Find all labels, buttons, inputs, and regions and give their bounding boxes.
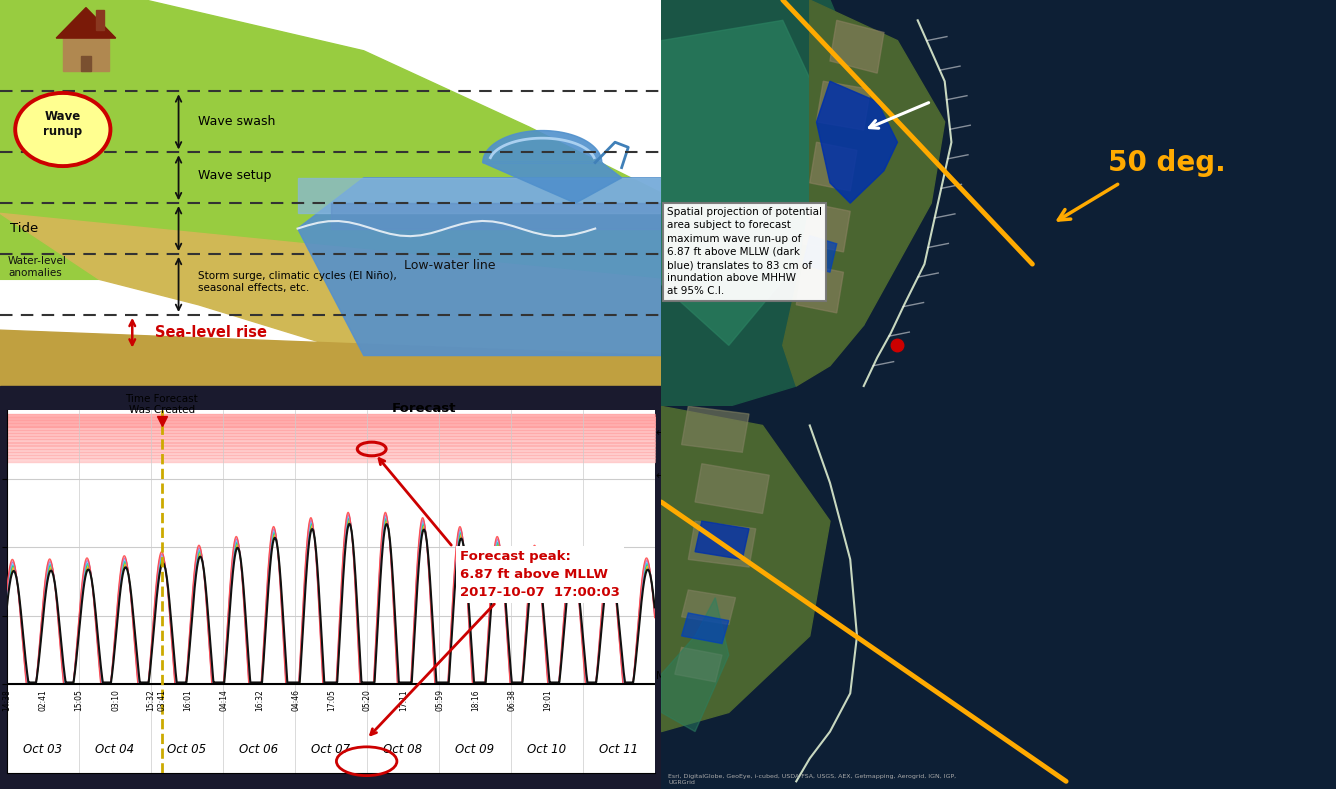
Text: 03:10: 03:10 [112, 690, 120, 711]
Polygon shape [661, 598, 729, 731]
Polygon shape [661, 406, 830, 731]
Polygon shape [482, 130, 621, 204]
Text: Low-water line: Low-water line [403, 259, 496, 272]
Polygon shape [830, 21, 884, 73]
Polygon shape [695, 464, 770, 514]
Text: Time Forecast
Was Created: Time Forecast Was Created [126, 394, 198, 416]
Text: 05:20: 05:20 [362, 690, 371, 711]
Polygon shape [80, 56, 91, 71]
Text: 15:05: 15:05 [75, 690, 83, 711]
Text: 16:01: 16:01 [183, 690, 192, 711]
Polygon shape [783, 0, 945, 386]
Polygon shape [661, 21, 830, 346]
Polygon shape [298, 178, 661, 356]
Text: 19:01: 19:01 [544, 690, 553, 711]
Text: Oct 06: Oct 06 [239, 742, 278, 756]
Circle shape [15, 93, 111, 166]
Text: 03:41: 03:41 [158, 690, 166, 711]
Text: 05:59: 05:59 [436, 690, 445, 712]
Text: Oct 11: Oct 11 [599, 742, 639, 756]
Text: Oct 05: Oct 05 [167, 742, 206, 756]
Text: Forecast peak:
6.87 ft above MLLW
2017-10-07  17:00:03: Forecast peak: 6.87 ft above MLLW 2017-1… [460, 550, 620, 599]
Text: Oct 08: Oct 08 [383, 742, 422, 756]
Text: Wave setup: Wave setup [199, 169, 271, 181]
Text: 17:11: 17:11 [399, 690, 409, 711]
Text: Water-level
anomalies: Water-level anomalies [8, 256, 67, 278]
Text: (Source: USGS): (Source: USGS) [7, 388, 92, 398]
Text: Forecast: Forecast [391, 402, 457, 416]
Polygon shape [675, 648, 721, 682]
Polygon shape [331, 204, 661, 229]
Text: 06:38: 06:38 [508, 690, 517, 711]
Polygon shape [56, 8, 116, 38]
Text: 16:32: 16:32 [255, 690, 265, 711]
Polygon shape [681, 406, 749, 452]
Text: Storm surge, climatic cycles (El Niño),
seasonal effects, etc.: Storm surge, climatic cycles (El Niño), … [199, 271, 397, 293]
Text: Oct 07: Oct 07 [311, 742, 350, 756]
Text: Sea-level rise: Sea-level rise [155, 325, 267, 340]
Polygon shape [688, 522, 756, 567]
Text: Oct 03: Oct 03 [23, 742, 63, 756]
Polygon shape [796, 264, 843, 313]
Text: 50 deg.: 50 deg. [1109, 148, 1226, 177]
Text: 14:38: 14:38 [3, 690, 11, 711]
Polygon shape [63, 38, 110, 71]
Text: Esri, DigitalGlobe, GeoEye, i-cubed, USDA FSA, USGS, AEX, Getmapping, Aerogrid, : Esri, DigitalGlobe, GeoEye, i-cubed, USD… [668, 774, 957, 785]
Polygon shape [96, 10, 104, 31]
Text: 15:32: 15:32 [146, 690, 155, 711]
Polygon shape [803, 236, 836, 272]
Polygon shape [661, 0, 1336, 406]
Polygon shape [0, 213, 661, 356]
Text: Wave
runup: Wave runup [43, 110, 83, 138]
Text: Wave swash: Wave swash [199, 115, 275, 129]
Text: 04:46: 04:46 [291, 690, 301, 712]
Polygon shape [0, 0, 661, 279]
Polygon shape [0, 330, 661, 406]
Polygon shape [810, 142, 856, 191]
Text: ← (b): ← (b) [656, 428, 685, 438]
Text: Oct 04: Oct 04 [95, 742, 134, 756]
Text: 17:05: 17:05 [327, 690, 337, 711]
Polygon shape [816, 81, 898, 204]
Polygon shape [803, 204, 850, 252]
Polygon shape [681, 590, 736, 624]
Polygon shape [661, 0, 898, 406]
Polygon shape [695, 522, 749, 559]
Polygon shape [0, 0, 661, 406]
Polygon shape [661, 406, 1336, 789]
Text: Tide: Tide [9, 222, 39, 235]
Text: Spatial projection of potential
area subject to forecast
maximum wave run-up of
: Spatial projection of potential area sub… [667, 208, 822, 297]
Text: Oct 10: Oct 10 [528, 742, 566, 756]
Text: MLLW: MLLW [656, 671, 685, 681]
Polygon shape [816, 81, 871, 130]
Text: 18:16: 18:16 [472, 690, 481, 711]
Text: 04:14: 04:14 [219, 690, 228, 711]
Text: ← (a): ← (a) [656, 470, 684, 481]
Polygon shape [681, 613, 729, 644]
Text: 02:41: 02:41 [39, 690, 48, 711]
Text: Oct 09: Oct 09 [456, 742, 494, 756]
Polygon shape [0, 386, 661, 406]
Polygon shape [298, 178, 661, 213]
